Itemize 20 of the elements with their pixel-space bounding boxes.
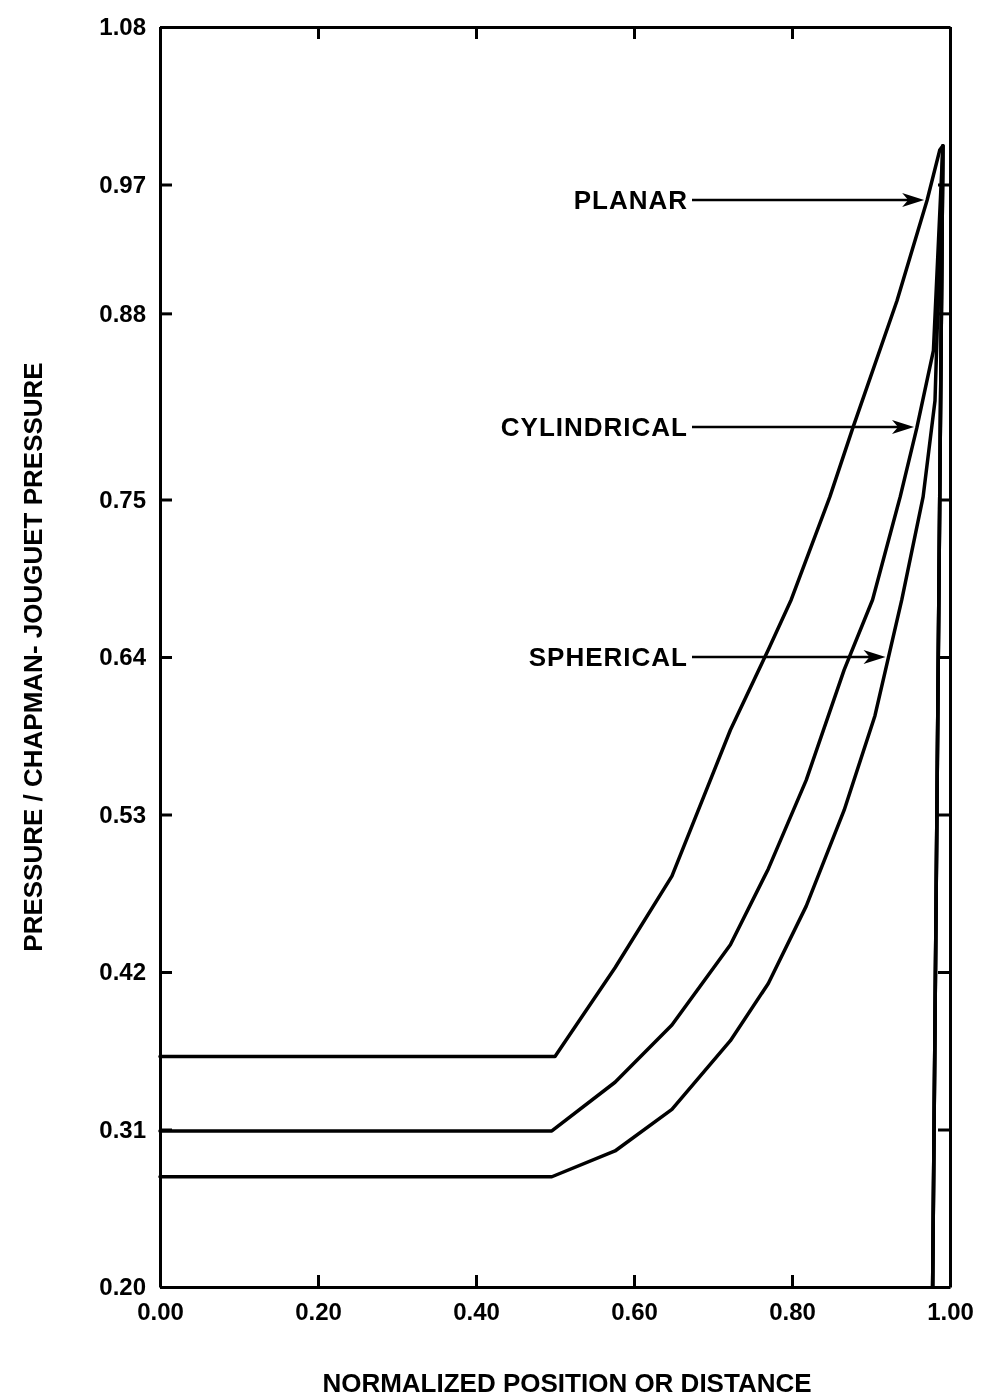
x-tick-label: 0.00 [137,1298,184,1326]
x-axis-title: NORMALIZED POSITION OR DISTANCE [322,1368,812,1398]
x-tick-label: 0.40 [453,1298,500,1326]
x-tick-label: 0.80 [769,1298,816,1326]
y-tick-label: 0.20 [99,1273,146,1301]
x-tick-label: 1.00 [927,1298,974,1326]
y-axis-title: PRESSURE / CHAPMAN- JOUGUET PRESSURE [18,362,48,952]
y-tick-label: 0.75 [99,485,146,513]
y-tick-label: 0.53 [99,800,146,828]
x-tick-label: 0.60 [611,1298,658,1326]
y-tick-label: 0.42 [99,958,146,986]
y-tick-label: 1.08 [99,13,146,41]
annotation: PLANAR [573,185,688,215]
y-tick-label: 0.88 [99,299,146,327]
y-tick-label: 0.64 [99,643,147,671]
y-tick-label: 0.97 [99,170,146,198]
annotation: CYLINDRICAL [500,412,688,442]
x-tick-label: 0.20 [295,1298,342,1326]
annotation: SPHERICAL [528,642,688,672]
y-tick-label: 0.31 [99,1115,146,1143]
